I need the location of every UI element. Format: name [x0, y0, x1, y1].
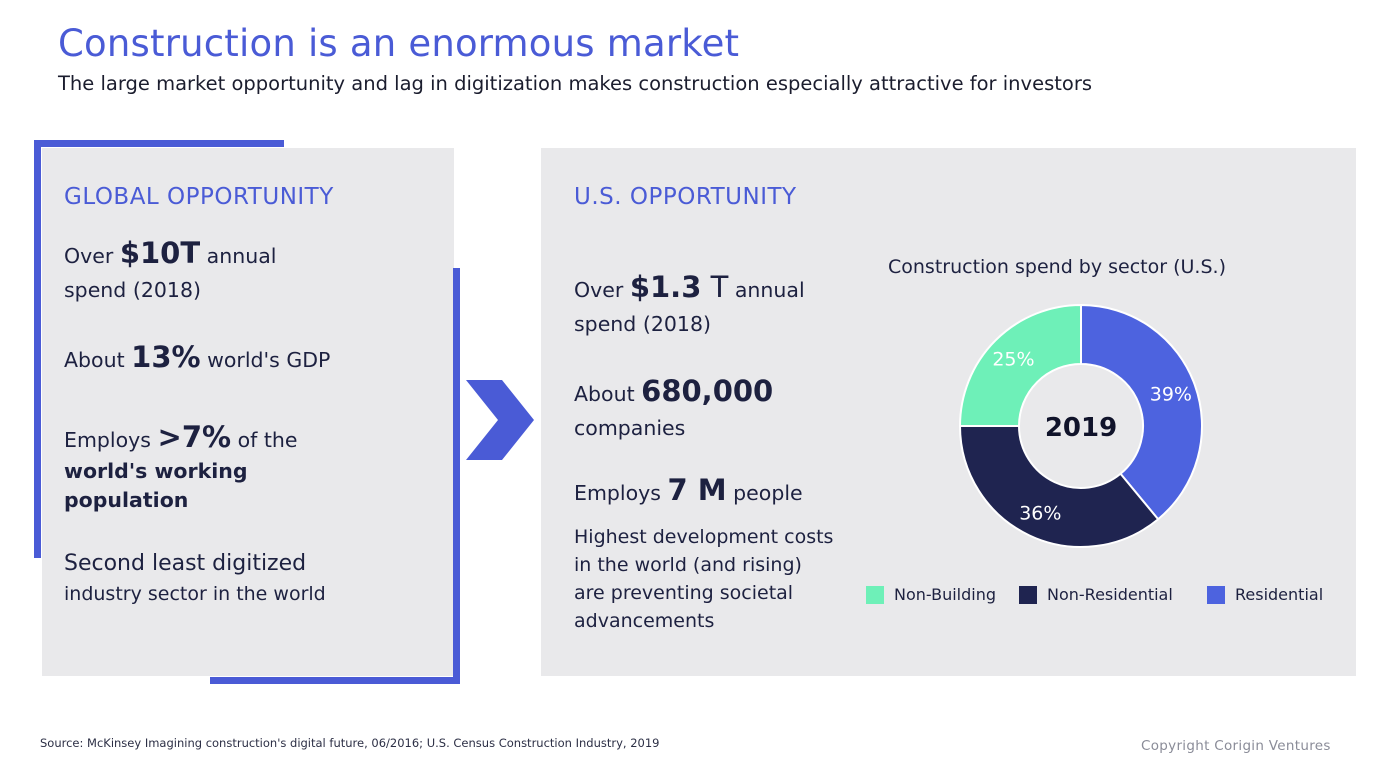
- legend-label-residential: Residential: [1235, 585, 1324, 604]
- global-opportunity-panel: [42, 148, 454, 676]
- us-heading: U.S. OPPORTUNITY: [574, 184, 797, 210]
- legend-item-residential: Residential: [1207, 585, 1323, 604]
- legend-label-non-building: Non-Building: [894, 585, 997, 604]
- legend-swatch-non-residential: [1019, 585, 1037, 604]
- slide-subtitle: The large market opportunity and lag in …: [58, 72, 1092, 95]
- legend-swatch-residential: [1207, 585, 1225, 604]
- donut-slice-residential: [1080, 303, 1203, 521]
- us-stat-spend: Over $1.3 T annual spend (2018): [574, 270, 805, 336]
- accent-bar-right: [453, 268, 460, 684]
- global-stat-gdp: About 13% world's GDP: [64, 340, 331, 374]
- source-note: Source: McKinsey Imagining construction'…: [40, 736, 660, 750]
- global-stat-digitization: Second least digitized industry sector i…: [64, 551, 326, 605]
- legend-item-non-residential: Non-Residential: [1019, 585, 1173, 604]
- accent-bar-left: [34, 140, 41, 558]
- legend-label-non-residential: Non-Residential: [1047, 585, 1173, 604]
- chevron-right-icon: [466, 380, 534, 460]
- global-heading: GLOBAL OPPORTUNITY: [64, 184, 334, 210]
- donut-slice-non-residential: [958, 425, 1160, 548]
- donut-slice-non-building: [958, 303, 1082, 427]
- donut-center-label: 2019: [1045, 413, 1117, 443]
- us-stat-employment: Employs 7 M people: [574, 473, 803, 507]
- legend-swatch-non-building: [866, 585, 884, 604]
- legend-item-non-building: Non-Building: [866, 585, 996, 604]
- global-stat-spend: Over $10T annual spend (2018): [64, 236, 277, 302]
- donut-label-non-residential: 36%: [1019, 502, 1061, 524]
- sector-donut-chart: 39% 36% 25% 2019: [958, 303, 1203, 548]
- global-stat-employment: Employs >7% of the world's working popul…: [64, 420, 298, 512]
- chart-title: Construction spend by sector (U.S.): [888, 256, 1226, 278]
- accent-bar-top: [34, 140, 284, 147]
- us-stat-companies: About 680,000 companies: [574, 374, 774, 440]
- donut-label-residential: 39%: [1150, 384, 1192, 406]
- us-stat-costs: Highest development costs in the world (…: [574, 526, 834, 632]
- copyright-note: Copyright Corigin Ventures: [1141, 738, 1331, 754]
- slide-title: Construction is an enormous market: [58, 22, 740, 65]
- donut-label-non-building: 25%: [992, 348, 1034, 370]
- accent-bar-bottom: [210, 677, 460, 684]
